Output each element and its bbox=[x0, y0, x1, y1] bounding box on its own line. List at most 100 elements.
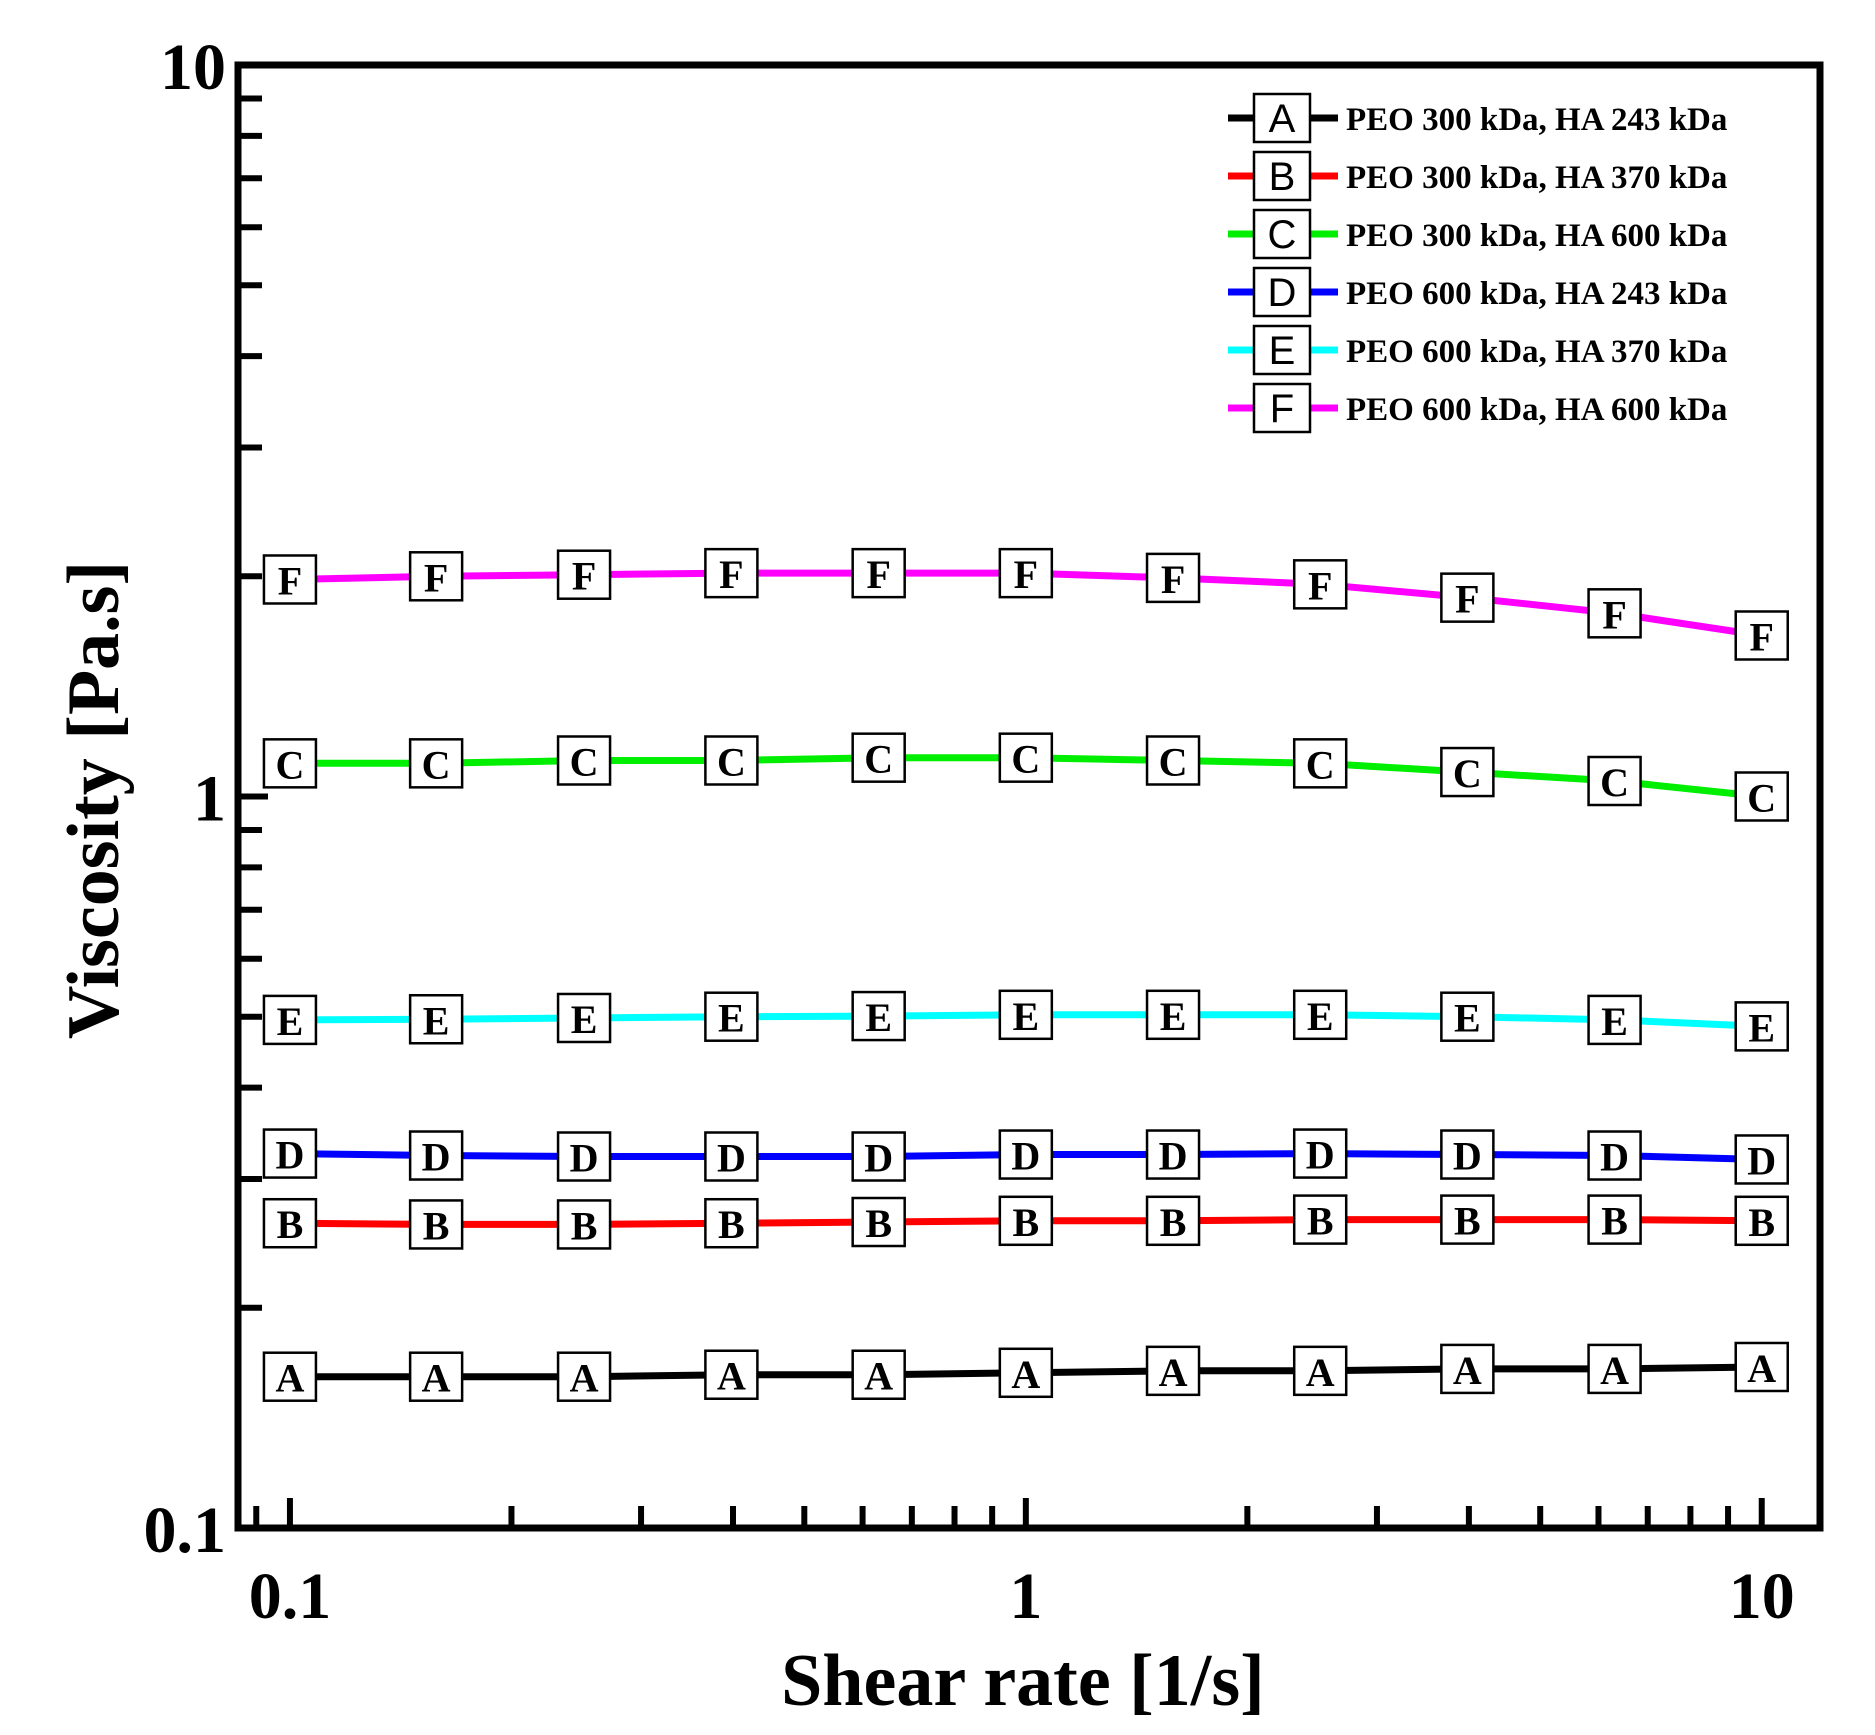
point-marker-box bbox=[1587, 1343, 1642, 1395]
data-point-f: F bbox=[1587, 588, 1642, 639]
point-marker-box bbox=[1734, 1134, 1789, 1185]
point-marker-label: F bbox=[424, 555, 448, 600]
point-marker-box bbox=[1440, 1194, 1495, 1245]
data-point-b: B bbox=[1292, 1194, 1348, 1245]
point-marker-box bbox=[704, 1131, 759, 1182]
data-point-b: B bbox=[1734, 1195, 1789, 1247]
point-marker-label: F bbox=[1750, 614, 1774, 659]
point-marker-label: D bbox=[717, 1136, 746, 1181]
legend-marker-label: F bbox=[1270, 387, 1294, 431]
data-point-c: C bbox=[1587, 755, 1642, 807]
point-marker-box bbox=[998, 989, 1054, 1041]
data-point-b: B bbox=[408, 1199, 464, 1250]
point-marker-label: D bbox=[1306, 1133, 1335, 1178]
point-marker-box bbox=[408, 551, 464, 602]
point-marker-box bbox=[1587, 1130, 1642, 1181]
point-marker-box bbox=[262, 994, 318, 1046]
data-point-c: C bbox=[1145, 735, 1201, 786]
point-marker-box bbox=[262, 1197, 318, 1249]
legend-marker-label: A bbox=[1269, 97, 1296, 141]
legend-label: PEO 600 kDa, HA 600 kDa bbox=[1346, 392, 1727, 428]
data-point-e: E bbox=[851, 990, 906, 1042]
point-marker-box bbox=[998, 1129, 1054, 1180]
data-point-d: D bbox=[1292, 1128, 1348, 1179]
data-point-d: D bbox=[1734, 1134, 1789, 1185]
data-point-e: E bbox=[998, 989, 1054, 1041]
point-marker-box bbox=[408, 1351, 464, 1402]
point-marker-label: B bbox=[1012, 1200, 1039, 1245]
legend-item-c: C PEO 300 kDa, HA 600 kDa bbox=[1228, 208, 1727, 260]
legend-marker-box bbox=[1252, 266, 1312, 318]
point-marker-box bbox=[1734, 1195, 1789, 1247]
point-marker-label: C bbox=[1306, 742, 1335, 787]
point-marker-label: E bbox=[571, 997, 598, 1042]
point-marker-label: C bbox=[1747, 776, 1776, 821]
point-marker-label: D bbox=[1453, 1134, 1482, 1179]
legend-label: PEO 300 kDa, HA 600 kDa bbox=[1346, 218, 1727, 254]
point-marker-label: D bbox=[1011, 1134, 1040, 1179]
point-marker-label: E bbox=[1748, 1005, 1775, 1050]
legend-marker-box bbox=[1252, 324, 1312, 376]
point-marker-box bbox=[851, 547, 906, 599]
y-axis-title: Viscosity [Pa.s] bbox=[53, 561, 135, 1039]
data-point-b: B bbox=[1440, 1194, 1495, 1245]
point-marker-box bbox=[998, 732, 1054, 783]
data-point-a: A bbox=[704, 1349, 759, 1400]
point-marker-label: C bbox=[1159, 739, 1188, 784]
point-marker-box bbox=[1440, 991, 1495, 1042]
point-marker-label: A bbox=[1453, 1348, 1482, 1393]
point-marker-box bbox=[262, 738, 318, 789]
data-point-f: F bbox=[556, 549, 612, 600]
legend-label: PEO 300 kDa, HA 370 kDa bbox=[1346, 160, 1727, 196]
legend-item-f: F PEO 600 kDa, HA 600 kDa bbox=[1228, 382, 1727, 434]
y-tick-label: 1 bbox=[193, 763, 226, 836]
point-marker-label: A bbox=[1747, 1346, 1776, 1391]
data-point-e: E bbox=[1440, 991, 1495, 1042]
point-marker-label: D bbox=[570, 1136, 599, 1181]
data-point-c: C bbox=[408, 738, 464, 789]
point-marker-label: A bbox=[1600, 1348, 1629, 1393]
data-point-b: B bbox=[1145, 1195, 1201, 1247]
legend-marker-box bbox=[1252, 150, 1312, 202]
point-marker-label: F bbox=[1455, 577, 1479, 622]
data-point-c: C bbox=[1734, 771, 1789, 822]
point-marker-box bbox=[1145, 1129, 1201, 1180]
point-marker-box bbox=[556, 1131, 612, 1182]
data-point-a: A bbox=[1734, 1341, 1789, 1393]
data-point-e: E bbox=[556, 992, 612, 1044]
point-marker-box bbox=[1145, 552, 1201, 604]
point-marker-box bbox=[556, 1351, 612, 1402]
point-marker-box bbox=[998, 1347, 1054, 1399]
data-point-f: F bbox=[1145, 552, 1201, 604]
point-marker-box bbox=[851, 1349, 906, 1400]
point-marker-label: D bbox=[864, 1136, 893, 1181]
point-marker-box bbox=[262, 1128, 318, 1179]
point-marker-box bbox=[262, 554, 318, 605]
legend-label: PEO 300 kDa, HA 243 kDa bbox=[1346, 102, 1727, 138]
data-point-b: B bbox=[556, 1199, 612, 1250]
point-marker-box bbox=[1292, 1345, 1348, 1397]
point-marker-label: C bbox=[1600, 760, 1629, 805]
data-point-a: A bbox=[262, 1351, 318, 1402]
data-point-c: C bbox=[262, 738, 318, 789]
point-marker-label: F bbox=[278, 558, 302, 603]
point-marker-box bbox=[1734, 771, 1789, 822]
data-point-b: B bbox=[851, 1196, 906, 1248]
y-tick-label: 0.1 bbox=[144, 1494, 227, 1567]
data-point-f: F bbox=[1440, 572, 1495, 623]
axes: 0.1 1 10 0.1 1 10 bbox=[144, 31, 1824, 1633]
point-marker-label: B bbox=[718, 1202, 745, 1247]
data-point-e: E bbox=[408, 994, 464, 1045]
legend-marker-label: B bbox=[1269, 155, 1296, 199]
legend-marker-box bbox=[1252, 208, 1312, 260]
point-marker-label: B bbox=[423, 1203, 450, 1248]
point-marker-label: F bbox=[866, 552, 890, 597]
data-point-d: D bbox=[1440, 1129, 1495, 1180]
data-point-b: B bbox=[998, 1195, 1054, 1247]
point-marker-box bbox=[704, 735, 759, 786]
x-tick-label: 1 bbox=[1009, 1560, 1042, 1633]
point-marker-label: E bbox=[865, 995, 892, 1040]
point-marker-box bbox=[1145, 989, 1201, 1041]
point-marker-label: B bbox=[277, 1202, 304, 1247]
point-marker-label: E bbox=[1012, 994, 1039, 1039]
